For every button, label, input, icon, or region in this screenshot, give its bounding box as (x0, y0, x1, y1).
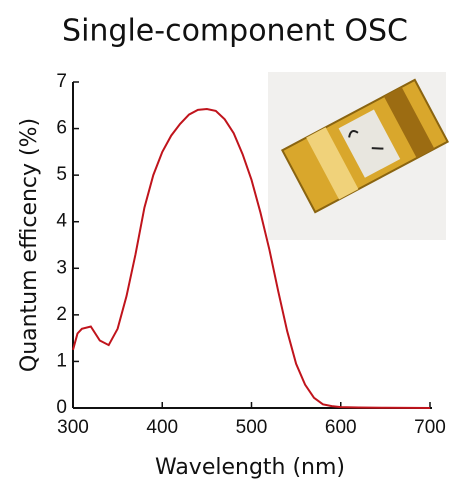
y-tick-label: 5 (56, 164, 67, 185)
x-tick-label: 500 (236, 417, 268, 438)
x-tick-label: 400 (146, 417, 178, 438)
y-tick-label: 2 (56, 304, 67, 325)
y-axis-label: Quantum efficency (%) (17, 118, 42, 372)
y-tick-label: 7 (56, 71, 67, 92)
chart-title: Single-component OSC (62, 14, 408, 49)
x-tick-label: 300 (57, 417, 89, 438)
y-tick-label: 4 (56, 211, 67, 232)
x-axis-label: Wavelength (nm) (155, 455, 345, 480)
y-tick-label: 1 (56, 350, 67, 371)
x-tick-label: 700 (414, 417, 446, 438)
y-tick-label: 3 (56, 257, 67, 278)
x-tick-label: 600 (325, 417, 357, 438)
y-tick-label: 0 (56, 397, 67, 418)
y-tick-label: 6 (56, 118, 67, 139)
chart: Single-component OSC Wavelength (nm) Qua… (0, 0, 457, 486)
inset-photo (268, 72, 448, 240)
